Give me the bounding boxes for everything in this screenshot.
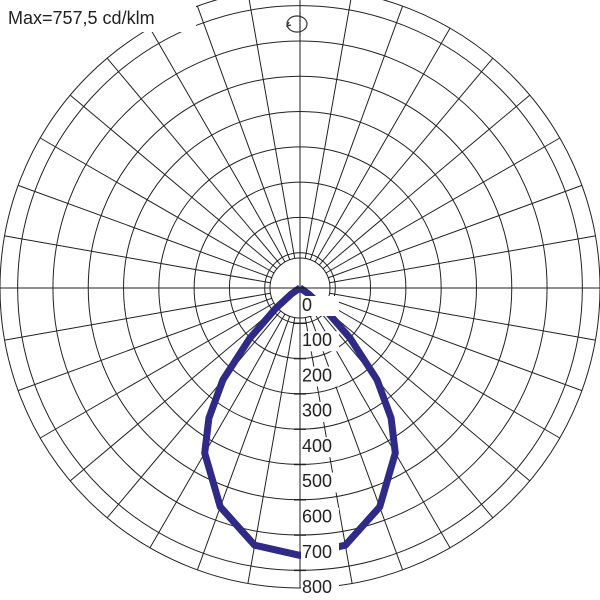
r-tick-label: 600 [302,507,332,527]
spoke [39,302,275,439]
spoke [196,5,291,260]
spoke [39,137,275,274]
r-tick-label-background [301,401,339,422]
spoke [322,306,531,482]
spoke [247,317,296,584]
r-tick-label: 200 [302,365,332,385]
chart-title: Max=757,5 cd/klm [8,8,155,28]
spoke [314,313,451,549]
spoke [325,137,561,274]
spoke [314,27,451,263]
spoke [329,235,596,284]
spoke [309,316,404,571]
spoke [322,94,531,270]
r-tick-label: 100 [302,330,332,350]
r-tick-label-background [301,472,339,493]
spoke [69,306,278,482]
r-tick-label: 300 [302,401,332,421]
r-tick-label-background [301,296,339,316]
rotation-icon [285,12,308,36]
r-tick-label: 700 [302,542,332,562]
r-tick-label: 0 [302,295,312,315]
curve-layer [201,284,399,559]
spoke [106,57,282,266]
spoke [4,235,271,284]
spoke [149,27,286,263]
intensity-curve [201,284,399,559]
spoke [304,0,352,259]
r-tick-label: 400 [302,436,332,456]
title-background [0,4,196,32]
spoke [17,297,272,392]
spoke [328,297,583,392]
spoke [17,184,272,279]
r-tick-label: 800 [302,577,332,597]
spoke [106,310,282,519]
r-tick-label-background [301,543,339,564]
r-tick-label-background [301,366,339,387]
spoke [149,313,286,549]
r-tick-label-background [301,331,339,352]
spoke [196,316,291,571]
spoke [309,5,404,260]
spoke [318,57,494,266]
r-tick-label-background [301,507,339,528]
r-tick-label-background [301,437,339,458]
label-layer: 0 100 200 300 400 500 600 700 800 [294,287,339,599]
spoke [329,292,596,341]
spoke [328,184,583,279]
r-tick-label-background [301,578,339,599]
r-tick-label: 500 [302,471,332,491]
spoke [4,292,271,341]
spoke [69,94,278,270]
spoke [318,310,494,519]
spoke [248,0,296,259]
spoke [325,302,561,439]
